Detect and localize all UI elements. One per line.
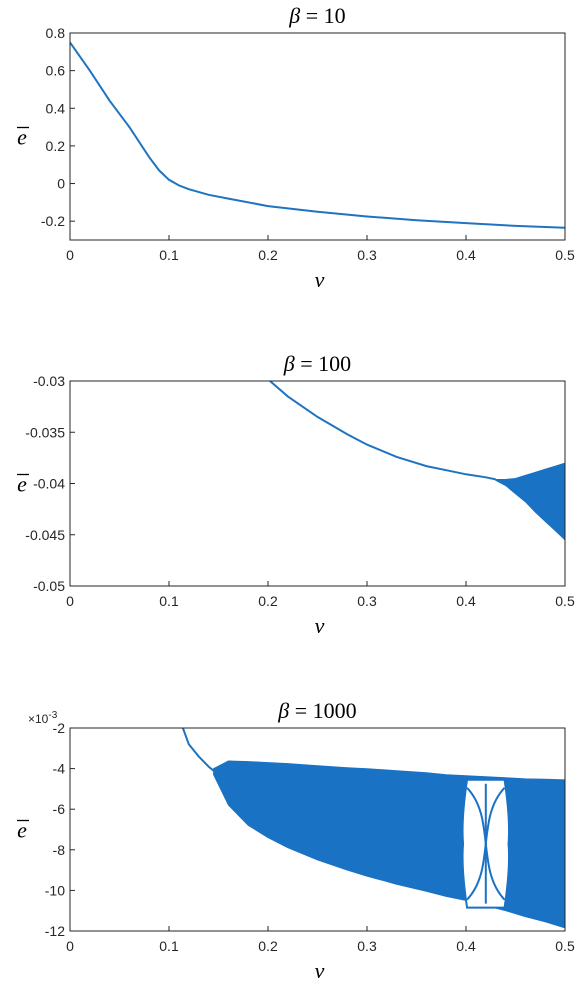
title-value: = 10: [300, 3, 345, 28]
y-tick-label: -0.04: [33, 476, 65, 492]
y-tick-label: -8: [53, 842, 66, 858]
x-tick-label: 0.5: [555, 593, 575, 609]
x-tick-label: 0: [66, 247, 74, 263]
data-layer: [181, 728, 565, 929]
x-tick-label: 0.2: [258, 938, 278, 954]
data-layer: [269, 381, 565, 541]
x-tick-label: 0.1: [159, 247, 179, 263]
y-tick-label: -4: [53, 761, 66, 777]
title-value: = 1000: [289, 698, 356, 723]
y-tick-label: 0.4: [46, 100, 66, 116]
chart-title: β = 10: [288, 3, 345, 28]
chart-title: β = 1000: [277, 698, 356, 723]
x-axis-label: v: [315, 613, 325, 638]
chart-2: 0 0.1 0.2 0.3 0.4 0.5 -0.05 -0.045 -0.04 -0.035 -0…: [17, 351, 575, 638]
x-tick-label: 0.4: [456, 593, 476, 609]
x-tick-label: 0.5: [555, 247, 575, 263]
x-tick-label: 0.3: [357, 938, 377, 954]
title-value: = 100: [295, 351, 351, 376]
x-tick-label: 0.4: [456, 938, 476, 954]
chart-title: β = 100: [283, 351, 351, 376]
y-tick-label: -0.05: [33, 578, 65, 594]
x-tick-label: 0.2: [258, 593, 278, 609]
x-tick-label: 0.3: [357, 247, 377, 263]
x-tick-label: 0.2: [258, 247, 278, 263]
axes-box: [69, 32, 566, 241]
x-tick-label: 0.3: [357, 593, 377, 609]
series-line: [70, 41, 565, 229]
y-tick-label: 0.2: [46, 138, 66, 154]
y-tick-label: -0.035: [25, 424, 65, 440]
title-greek: β: [283, 351, 295, 376]
x-axis-label: v: [315, 958, 325, 983]
y-tick-label: -2: [53, 720, 66, 736]
x-tick-label: 0.4: [456, 247, 476, 263]
x-tick-label: 0.5: [555, 938, 575, 954]
series-line: [181, 728, 220, 776]
x-tick-label: 0.1: [159, 593, 179, 609]
attractor-band: [495, 462, 565, 541]
plot-area: [70, 381, 565, 586]
axes-box: [69, 727, 566, 932]
y-tick-label: -0.2: [41, 213, 65, 229]
y-tick-label: -12: [45, 923, 65, 939]
title-greek: β: [277, 698, 289, 723]
y-tick-label: -10: [45, 882, 65, 898]
title-greek: β: [288, 3, 300, 28]
y-tick-label: -0.045: [25, 527, 65, 543]
y-tick-label: 0.6: [46, 63, 66, 79]
y-tick-label: 0.8: [46, 25, 66, 41]
y-tick-label: -0.03: [33, 373, 65, 389]
x-tick-label: 0.1: [159, 938, 179, 954]
exponent-power: -3: [48, 710, 57, 721]
y-axis-label: e: [17, 472, 27, 497]
series-line: [269, 381, 496, 481]
y-axis-label: e: [17, 125, 27, 150]
chart-3: 0 0.1 0.2 0.3 0.4 0.5 -12 -10 -8 -6 -4 -2 β = 1000 v e…: [17, 698, 575, 983]
y-axis-exponent: ×10-3: [28, 710, 58, 726]
exponent-base: ×10: [28, 712, 49, 726]
x-axis-label: v: [315, 267, 325, 292]
y-tick-label: 0: [57, 176, 65, 192]
data-layer: [70, 41, 565, 229]
x-tick-label: 0: [66, 938, 74, 954]
x-tick-label: 0: [66, 593, 74, 609]
y-axis-label: e: [17, 818, 27, 843]
y-tick-label: -6: [53, 801, 66, 817]
plot-area: [70, 33, 565, 240]
chart-1: 0 0.1 0.2 0.3 0.4 0.5 -0.2 0 0.2 0.4 0.6 0.8 β = 10 v…: [17, 3, 575, 292]
